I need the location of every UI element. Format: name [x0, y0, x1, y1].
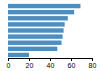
bar — [8, 22, 65, 26]
bar — [8, 4, 80, 8]
x-tick: 40 — [47, 58, 55, 69]
bar — [8, 28, 64, 32]
x-tick-mark — [50, 58, 51, 61]
bar — [8, 47, 57, 51]
x-tick-mark — [92, 58, 93, 61]
x-tick: 20 — [26, 58, 34, 69]
x-tick-label: 20 — [26, 62, 34, 69]
bar — [8, 34, 63, 38]
chart: 0 20 40 60 80 — [0, 0, 100, 71]
x-tick-mark — [8, 58, 9, 61]
x-tick-mark — [71, 58, 72, 61]
x-tick-mark — [29, 58, 30, 61]
x-tick-label: 0 — [7, 62, 11, 69]
bars — [8, 4, 80, 57]
plot: 0 20 40 60 80 — [7, 4, 97, 69]
x-tick: 60 — [68, 58, 76, 69]
x-axis-line — [9, 59, 93, 62]
x-tick: 80 — [89, 58, 97, 69]
x-tick-label: 60 — [68, 62, 76, 69]
x-tick-label: 80 — [89, 62, 97, 69]
bar — [8, 53, 29, 57]
x-axis: 0 20 40 60 80 — [7, 58, 97, 69]
bar — [8, 41, 62, 45]
x-tick: 0 — [7, 58, 11, 69]
bar — [8, 16, 68, 20]
x-tick-label: 40 — [47, 62, 55, 69]
bar — [8, 10, 74, 14]
